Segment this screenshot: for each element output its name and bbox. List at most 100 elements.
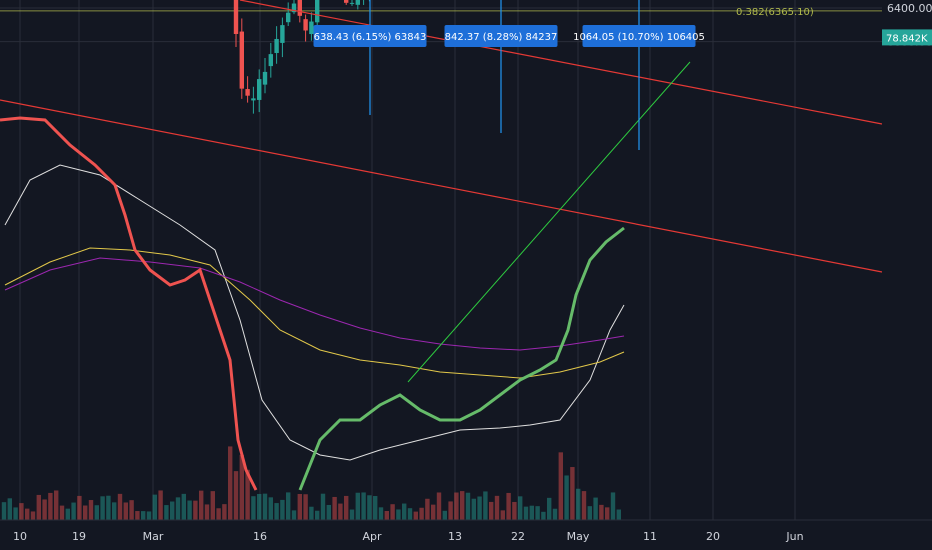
volume-bar	[7, 498, 12, 520]
volume-bar	[547, 497, 552, 520]
target-box-label: 1064.05 (10.70%) 106405	[573, 32, 705, 43]
volume-bar	[106, 495, 111, 520]
volume-bar	[436, 492, 442, 520]
volume-bar	[529, 505, 534, 520]
volume-bar	[170, 501, 175, 520]
volume-bar	[512, 501, 517, 520]
volume-bar	[30, 511, 36, 520]
ma-green-thick-line	[298, 226, 625, 491]
volume-bar	[576, 488, 581, 520]
price-badge-label: 78.842K	[886, 33, 928, 44]
volume-bar	[65, 508, 70, 520]
volume-bar	[465, 492, 471, 520]
time-axis: 10 19 Mar 16 Apr 13 22 May 11 20 Jun	[0, 519, 932, 550]
candle-body	[233, 0, 239, 34]
ma-yellow-line	[4, 247, 625, 379]
downtrend-line-lower	[0, 99, 883, 273]
volume-bar	[320, 493, 326, 520]
candle-body	[245, 89, 250, 96]
volume-bar	[193, 500, 198, 520]
fib-levels: 1(10494.46)0.786(9064.55)0.618(7942.01)0…	[0, 7, 882, 18]
volume-bar	[286, 492, 291, 520]
volume-bar	[297, 493, 302, 520]
volume-bar	[257, 493, 262, 520]
volume-bar	[483, 491, 488, 520]
candle-body	[349, 2, 355, 4]
volume-bar	[181, 493, 186, 520]
volume-bar	[477, 496, 482, 520]
volume-bar	[570, 467, 575, 520]
volume-bar	[77, 495, 82, 520]
volume-bars	[1, 446, 621, 520]
volume-bar	[541, 511, 546, 520]
volume-bar	[228, 446, 233, 520]
volume-bar	[13, 507, 18, 520]
time-axis-bg	[0, 520, 932, 550]
volume-bar	[367, 495, 372, 520]
volume-bar	[419, 507, 424, 520]
volume-bar	[54, 490, 59, 520]
volume-bar	[390, 504, 395, 520]
volume-bar	[117, 493, 123, 520]
volume-bar	[129, 500, 134, 520]
volume-bar	[112, 502, 117, 520]
volume-bar	[94, 505, 99, 520]
volume-bar	[616, 509, 621, 520]
volume-bar	[610, 492, 616, 520]
volume-bar	[164, 505, 169, 520]
volume-bar	[535, 506, 540, 520]
time-tick-label: 16	[253, 530, 267, 543]
volume-bar	[303, 494, 308, 520]
volume-bar	[344, 495, 349, 520]
price-badge	[882, 29, 932, 46]
volume-bar	[581, 491, 587, 520]
candle-body	[286, 12, 291, 23]
time-tick-label: Mar	[143, 530, 164, 543]
candle-body	[251, 98, 256, 101]
downtrend-line-upper	[239, 0, 883, 125]
volume-bar	[500, 510, 505, 520]
time-tick-label: Jun	[785, 530, 803, 543]
volume-bar	[378, 507, 384, 520]
volume-bar	[233, 471, 239, 520]
target-box	[444, 25, 558, 47]
volume-bar	[558, 452, 563, 520]
volume-bar	[332, 496, 337, 520]
candle-body	[280, 25, 285, 43]
volume-bar	[158, 490, 163, 520]
volume-bar	[222, 504, 227, 520]
time-tick-label: 13	[448, 530, 462, 543]
volume-bar	[396, 509, 401, 520]
volume-bar	[599, 504, 604, 520]
volume-bar	[494, 495, 500, 520]
volume-bar	[280, 499, 285, 520]
candle-body	[355, 0, 360, 5]
volume-bar	[199, 490, 204, 520]
volume-bar	[523, 506, 529, 520]
volume-bar	[355, 492, 360, 520]
volume-bar	[59, 505, 65, 520]
volume-bar	[460, 491, 465, 520]
volume-bar	[251, 496, 256, 520]
candle-body	[262, 71, 268, 85]
volume-bar	[262, 493, 268, 520]
volume-bar	[442, 510, 447, 520]
candle-body	[297, 0, 302, 16]
volume-bar	[210, 491, 215, 520]
price-axis-bg	[882, 0, 932, 550]
volume-bar	[42, 499, 47, 520]
volume-bar	[19, 503, 24, 520]
trend-lines	[0, 0, 883, 383]
volume-bar	[448, 501, 453, 520]
volume-bar	[315, 510, 320, 520]
volume-bar	[291, 510, 297, 520]
volume-bar	[431, 504, 436, 520]
volume-bar	[1, 502, 7, 520]
volume-bar	[88, 500, 94, 520]
candle-body	[239, 31, 244, 89]
candle-body	[274, 38, 279, 54]
volume-bar	[239, 454, 244, 520]
volume-bar	[216, 508, 221, 520]
volume-bar	[268, 497, 273, 520]
